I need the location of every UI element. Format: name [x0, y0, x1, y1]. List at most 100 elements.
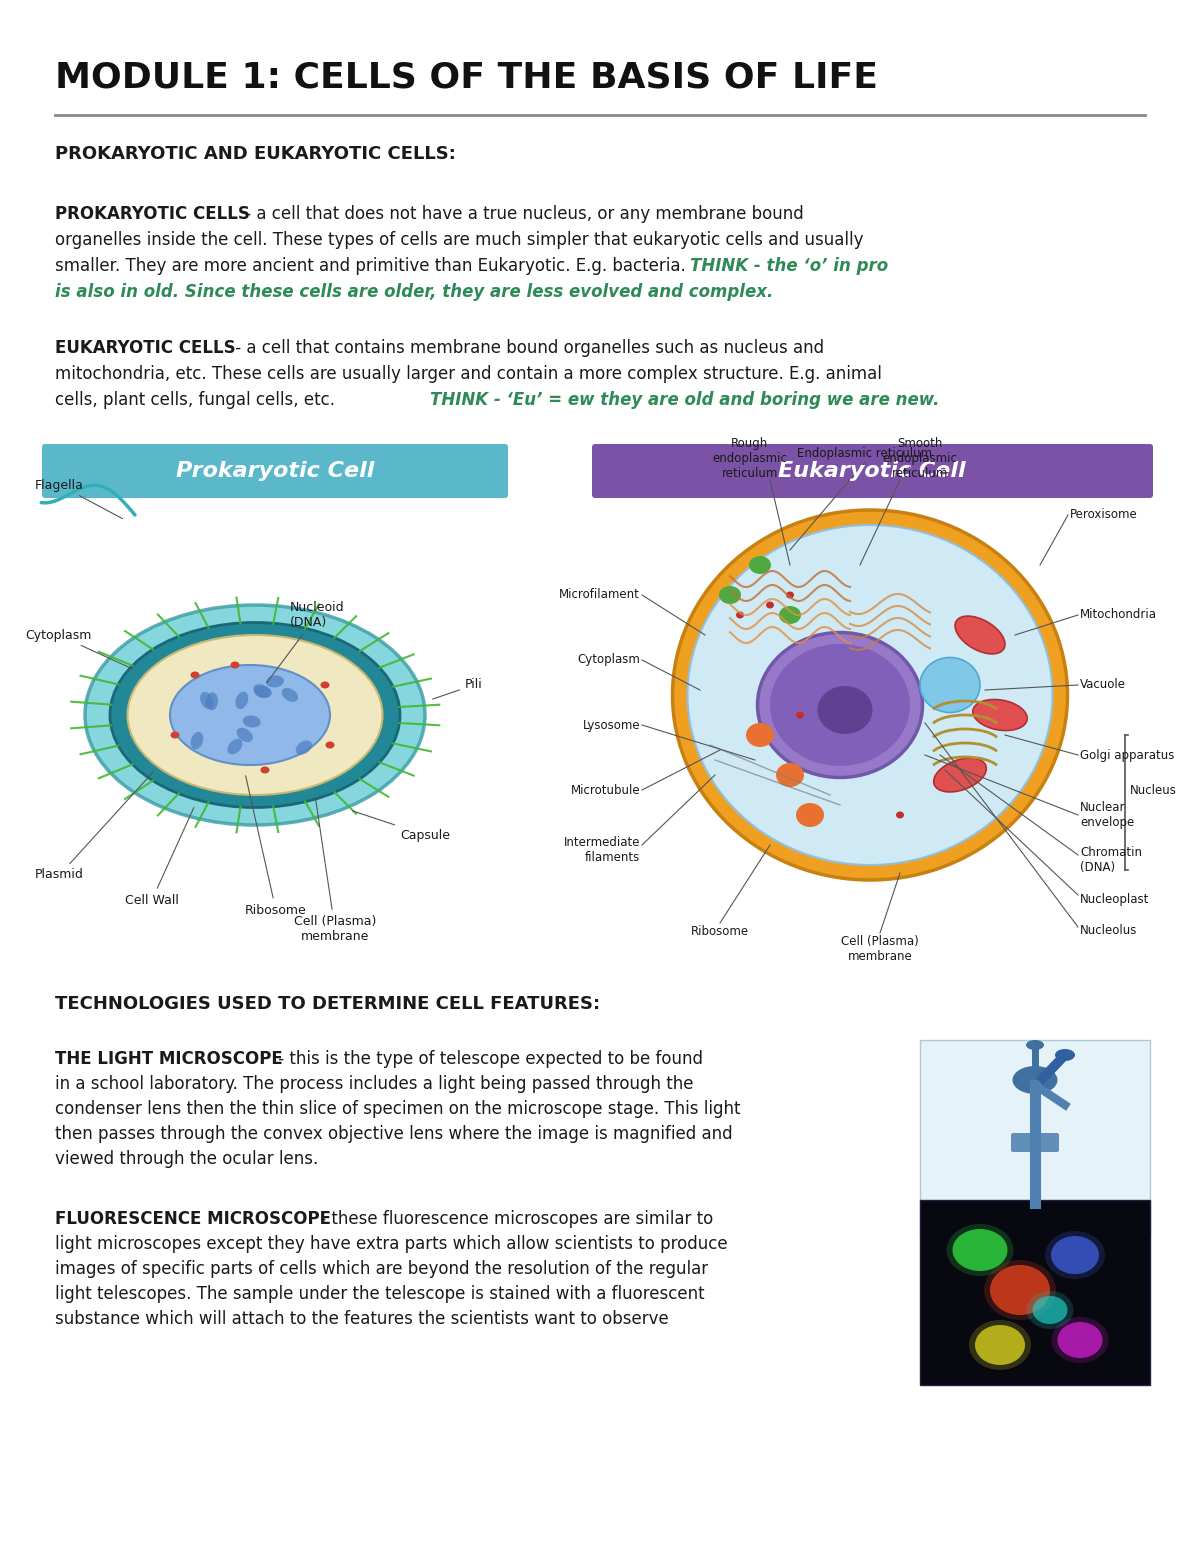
Ellipse shape: [817, 686, 872, 735]
Text: EUKARYOTIC CELLS: EUKARYOTIC CELLS: [55, 339, 235, 357]
Ellipse shape: [191, 671, 199, 679]
Text: - a cell that contains membrane bound organelles such as nucleus and: - a cell that contains membrane bound or…: [230, 339, 824, 357]
Text: Intermediate
filaments: Intermediate filaments: [564, 836, 640, 863]
Ellipse shape: [170, 731, 180, 739]
Text: light microscopes except they have extra parts which allow scientists to produce: light microscopes except they have extra…: [55, 1235, 727, 1253]
Text: Lysosome: Lysosome: [582, 719, 640, 731]
Ellipse shape: [896, 812, 904, 818]
Text: Pili: Pili: [433, 679, 482, 699]
Ellipse shape: [796, 711, 804, 719]
Text: Microfilament: Microfilament: [559, 589, 640, 601]
FancyBboxPatch shape: [592, 444, 1153, 499]
Ellipse shape: [990, 1266, 1050, 1315]
Text: Cytoplasm: Cytoplasm: [25, 629, 132, 669]
Ellipse shape: [757, 632, 923, 778]
Ellipse shape: [127, 635, 383, 795]
Text: Cell Wall: Cell Wall: [125, 808, 194, 907]
Ellipse shape: [260, 767, 270, 773]
Ellipse shape: [110, 623, 400, 808]
Text: Golgi apparatus: Golgi apparatus: [1080, 749, 1175, 761]
Ellipse shape: [325, 741, 335, 749]
Text: then passes through the convex objective lens where the image is magnified and: then passes through the convex objective…: [55, 1124, 733, 1143]
Ellipse shape: [955, 617, 1004, 654]
Text: smaller. They are more ancient and primitive than Eukaryotic. E.g. bacteria.: smaller. They are more ancient and primi…: [55, 256, 691, 275]
FancyBboxPatch shape: [920, 1041, 1150, 1235]
Ellipse shape: [242, 716, 260, 727]
Text: mitochondria, etc. These cells are usually larger and contain a more complex str: mitochondria, etc. These cells are usual…: [55, 365, 882, 384]
Ellipse shape: [688, 525, 1052, 865]
Text: Cell (Plasma)
membrane: Cell (Plasma) membrane: [841, 935, 919, 963]
Ellipse shape: [266, 676, 284, 688]
Text: - a cell that does not have a true nucleus, or any membrane bound: - a cell that does not have a true nucle…: [240, 205, 804, 224]
Ellipse shape: [170, 665, 330, 766]
Ellipse shape: [973, 699, 1027, 730]
Text: condenser lens then the thin slice of specimen on the microscope stage. This lig: condenser lens then the thin slice of sp…: [55, 1100, 740, 1118]
Text: THINK - ‘Eu’ = ew they are old and boring we are new.: THINK - ‘Eu’ = ew they are old and borin…: [430, 391, 940, 408]
Text: FLUORESCENCE MICROSCOPE: FLUORESCENCE MICROSCOPE: [55, 1210, 331, 1228]
Ellipse shape: [1026, 1291, 1074, 1329]
Text: images of specific parts of cells which are beyond the resolution of the regular: images of specific parts of cells which …: [55, 1259, 708, 1278]
Ellipse shape: [1045, 1232, 1105, 1280]
Ellipse shape: [736, 612, 744, 618]
Ellipse shape: [776, 763, 804, 787]
Text: light telescopes. The sample under the telescope is stained with a fluorescent: light telescopes. The sample under the t…: [55, 1284, 704, 1303]
Ellipse shape: [320, 682, 330, 688]
Ellipse shape: [1013, 1065, 1057, 1093]
Ellipse shape: [230, 662, 240, 668]
Text: Prokaryotic Cell: Prokaryotic Cell: [176, 461, 374, 481]
Ellipse shape: [282, 688, 298, 702]
Ellipse shape: [85, 606, 425, 825]
Ellipse shape: [749, 556, 772, 575]
Ellipse shape: [796, 803, 824, 828]
Ellipse shape: [206, 693, 218, 710]
Text: PROKARYOTIC CELLS: PROKARYOTIC CELLS: [55, 205, 250, 224]
Text: PROKARYOTIC AND EUKARYOTIC CELLS:: PROKARYOTIC AND EUKARYOTIC CELLS:: [55, 144, 456, 163]
Text: Cytoplasm: Cytoplasm: [577, 654, 640, 666]
Ellipse shape: [295, 741, 312, 755]
Ellipse shape: [984, 1259, 1056, 1320]
Text: - this is the type of telescope expected to be found: - this is the type of telescope expected…: [274, 1050, 703, 1068]
Text: TECHNOLOGIES USED TO DETERMINE CELL FEATURES:: TECHNOLOGIES USED TO DETERMINE CELL FEAT…: [55, 995, 600, 1013]
Ellipse shape: [253, 685, 270, 697]
Ellipse shape: [786, 592, 794, 598]
Text: Peroxisome: Peroxisome: [1070, 508, 1138, 522]
Text: Ribosome: Ribosome: [245, 775, 307, 916]
Text: THINK - the ‘o’ in pro: THINK - the ‘o’ in pro: [690, 256, 888, 275]
Text: THE LIGHT MICROSCOPE: THE LIGHT MICROSCOPE: [55, 1050, 283, 1068]
FancyBboxPatch shape: [42, 444, 508, 499]
Ellipse shape: [1057, 1322, 1103, 1357]
Text: viewed through the ocular lens.: viewed through the ocular lens.: [55, 1151, 318, 1168]
Text: Microtubule: Microtubule: [570, 784, 640, 797]
Text: Mitochondria: Mitochondria: [1080, 609, 1157, 621]
Ellipse shape: [1026, 1041, 1044, 1050]
Text: organelles inside the cell. These types of cells are much simpler that eukaryoti: organelles inside the cell. These types …: [55, 231, 864, 248]
Ellipse shape: [1055, 1048, 1075, 1061]
Ellipse shape: [746, 724, 774, 747]
Ellipse shape: [947, 1224, 1014, 1277]
Ellipse shape: [779, 606, 802, 624]
Ellipse shape: [766, 601, 774, 609]
Ellipse shape: [235, 691, 248, 710]
Ellipse shape: [970, 1320, 1031, 1370]
Text: cells, plant cells, fungal cells, etc.: cells, plant cells, fungal cells, etc.: [55, 391, 341, 408]
Ellipse shape: [236, 728, 253, 742]
Text: Nuclear
envelope: Nuclear envelope: [1080, 801, 1134, 829]
Text: Vacuole: Vacuole: [1080, 679, 1126, 691]
Ellipse shape: [974, 1325, 1025, 1365]
Text: Endoplasmic reticulum: Endoplasmic reticulum: [798, 447, 932, 460]
Text: Capsule: Capsule: [353, 811, 450, 842]
Ellipse shape: [191, 731, 203, 750]
Text: Ribosome: Ribosome: [691, 926, 749, 938]
FancyBboxPatch shape: [920, 1200, 1150, 1385]
Text: Plasmid: Plasmid: [35, 772, 154, 882]
Ellipse shape: [228, 739, 242, 755]
Ellipse shape: [1032, 1297, 1068, 1325]
Ellipse shape: [672, 509, 1068, 881]
Text: in a school laboratory. The process includes a light being passed through the: in a school laboratory. The process incl…: [55, 1075, 694, 1093]
Text: Eukaryotic Cell: Eukaryotic Cell: [778, 461, 966, 481]
Text: Nucleoplast: Nucleoplast: [1080, 893, 1150, 907]
Ellipse shape: [1051, 1317, 1109, 1364]
Ellipse shape: [1051, 1236, 1099, 1273]
FancyBboxPatch shape: [1010, 1134, 1060, 1152]
Ellipse shape: [770, 644, 910, 766]
